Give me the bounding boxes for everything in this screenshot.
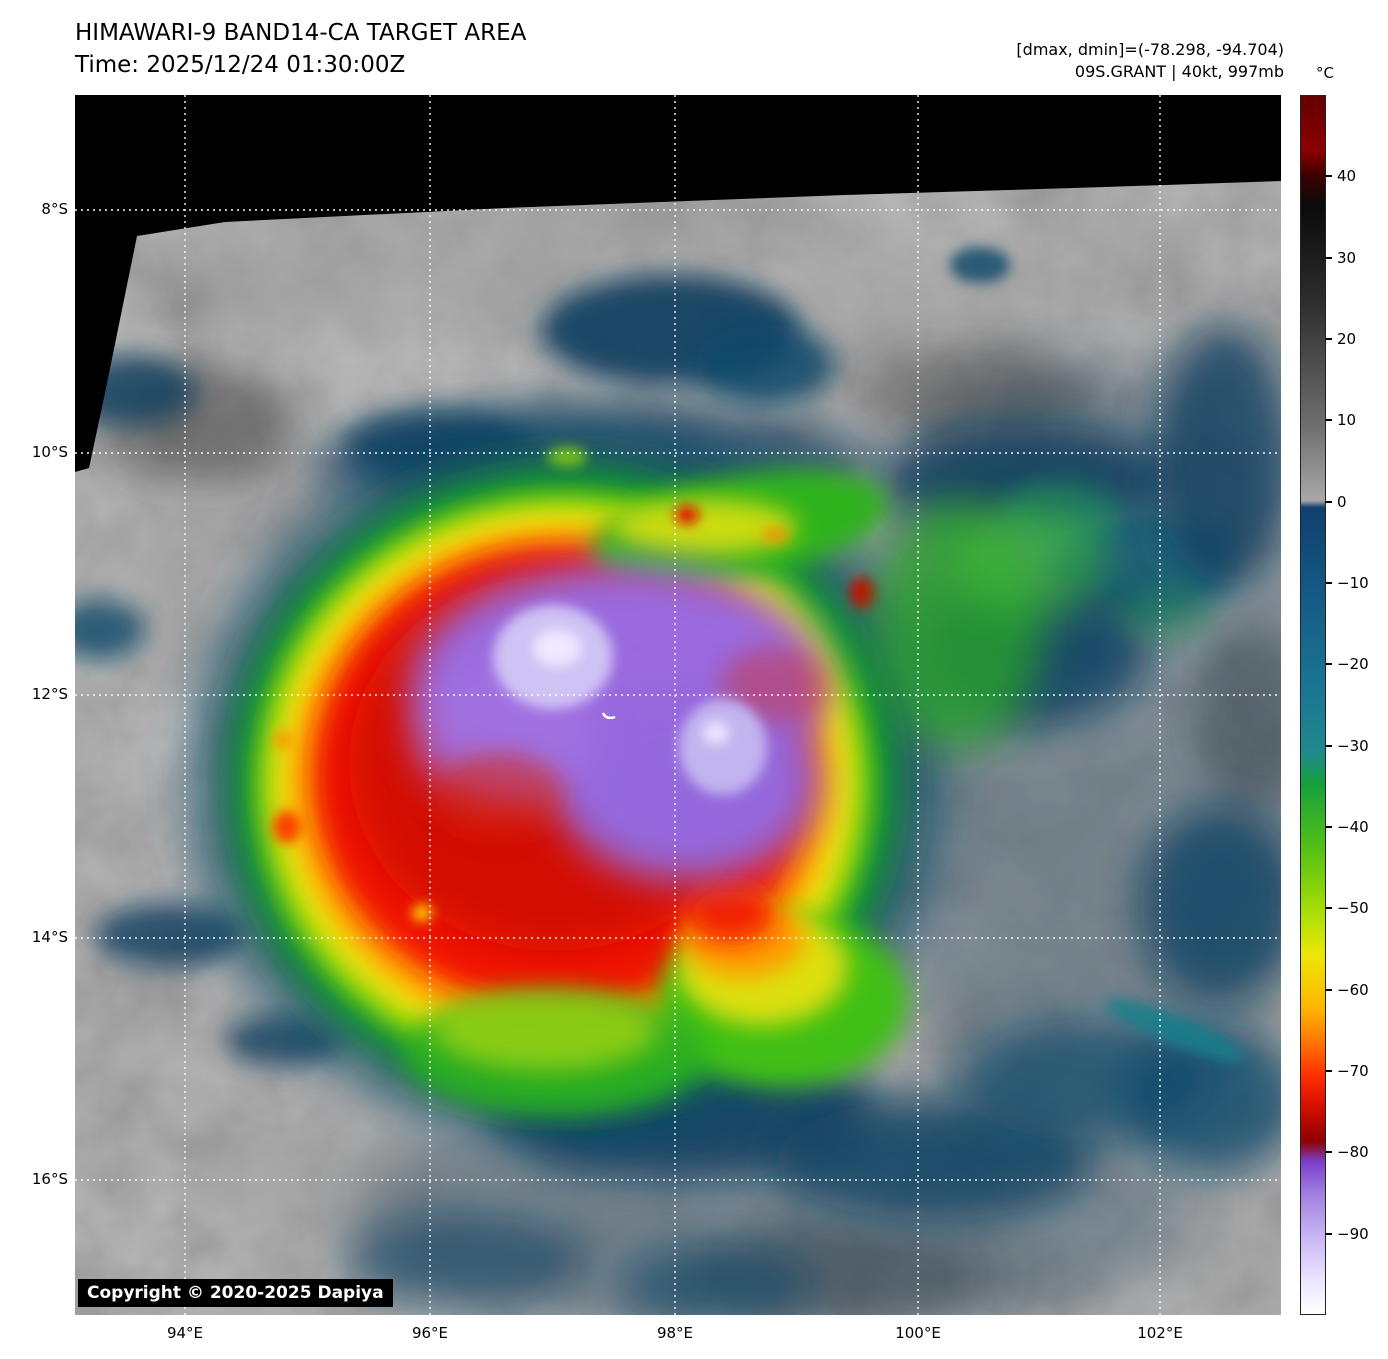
colorbar-tick-mark [1326,419,1332,421]
colorbar-tick-mark [1326,582,1332,584]
lon-label-100e: 100°E [895,1324,941,1342]
satellite-map [75,95,1281,1315]
colorbar-tick-mark [1326,1070,1332,1072]
colorbar-tick-label: −50 [1337,899,1369,917]
colorbar-tick-mark [1326,1151,1332,1153]
copyright-badge: Copyright © 2020-2025 Dapiya [78,1279,393,1307]
satellite-imagery [75,95,1281,1315]
colorbar-tick-mark [1326,257,1332,259]
colorbar-tick-mark [1326,501,1332,503]
cyclone [202,435,1105,1131]
colorbar-tick-label: 0 [1337,493,1347,511]
colorbar-tick-label: −10 [1337,574,1369,592]
colorbar-tick-label: 30 [1337,249,1357,267]
lat-label-8s: 8°S [41,200,68,218]
lat-label-16s: 16°S [31,1170,68,1188]
lon-label-96e: 96°E [411,1324,449,1342]
storm-info-label: 09S.GRANT | 40kt, 997mb [1074,62,1284,81]
colorbar-tick-label: −90 [1337,1225,1369,1243]
colorbar-tick-label: −20 [1337,655,1369,673]
colorbar-tick-label: −40 [1337,818,1369,836]
colorbar-tick-mark [1326,907,1332,909]
dmax-dmin-label: [dmax, dmin]=(-78.298, -94.704) [1016,40,1284,59]
colorbar-tick-label: −60 [1337,981,1369,999]
colorbar-tick-label: −80 [1337,1143,1369,1161]
cold-blue-cloud-patches [75,247,1281,1315]
colorbar-unit-label: °C [1316,64,1334,82]
lon-label-102e: 102°E [1137,1324,1183,1342]
page-title: HIMAWARI-9 BAND14-CA TARGET AREA [75,20,527,46]
lon-label-98e: 98°E [656,1324,694,1342]
colorbar-tick-mark [1326,175,1332,177]
colorbar-tick-mark [1326,989,1332,991]
center-fix-mark [601,712,616,720]
colorbar [1300,95,1326,1315]
colorbar-tick-label: 40 [1337,167,1357,185]
lat-label-10s: 10°S [31,443,68,461]
colorbar-tick-label: −30 [1337,737,1369,755]
colorbar-tick-mark [1326,745,1332,747]
colorbar-tick-mark [1326,338,1332,340]
lat-label-12s: 12°S [31,685,68,703]
space-black-region [75,95,1281,472]
lon-label-94e: 94°E [166,1324,204,1342]
colorbar-tick-label: 20 [1337,330,1357,348]
colorbar-tick-label: −70 [1337,1062,1369,1080]
lat-label-14s: 14°S [31,928,68,946]
time-label: Time: 2025/12/24 01:30:00Z [75,52,406,78]
colorbar-tick-mark [1326,1233,1332,1235]
colorbar-tick-mark [1326,826,1332,828]
colorbar-tick-label: 10 [1337,411,1357,429]
colorbar-tick-mark [1326,663,1332,665]
